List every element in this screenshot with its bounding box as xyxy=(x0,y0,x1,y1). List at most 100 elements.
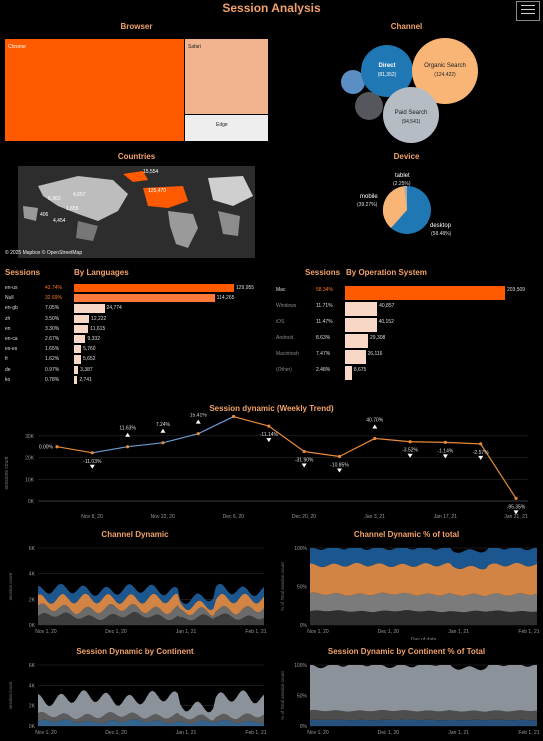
change-arrow xyxy=(125,432,131,437)
bar[interactable] xyxy=(74,375,78,384)
channel-pct-chart: 0% 50% 100% % of Total session count Nov 1, … xyxy=(280,546,540,640)
series-line-segment xyxy=(56,446,93,454)
x-tick-label: Jan 1, 21 xyxy=(448,730,469,736)
bar-category-label: Windows xyxy=(276,303,297,309)
bar-category-label: en-gb xyxy=(5,305,18,312)
bar[interactable] xyxy=(74,284,234,293)
channel-pct-title: Channel Dynamic % of total xyxy=(353,530,460,539)
y-tick-label: 0K xyxy=(29,623,36,629)
bar-value-label: 3,387 xyxy=(80,366,93,373)
area-series xyxy=(310,665,537,712)
y-tick-label: 4K xyxy=(29,683,36,689)
data-label: 15.41% xyxy=(190,413,208,419)
channel-dyn-title: Channel Dynamic xyxy=(101,530,169,539)
bar[interactable] xyxy=(74,345,82,354)
bar-value-label: 129,955 xyxy=(236,285,255,291)
series-line-segment xyxy=(268,425,305,452)
change-arrow xyxy=(478,455,484,460)
x-tick-label: Dec 1, 20 xyxy=(378,629,400,635)
device-pie: tablet (2.25%) mobile (39.27%) desktop (… xyxy=(357,173,452,237)
bar-category-label: en-ca xyxy=(5,336,18,342)
bar[interactable] xyxy=(345,366,352,380)
area-series xyxy=(38,712,264,724)
map-label: 1,655 xyxy=(66,206,79,212)
bar[interactable] xyxy=(345,350,366,364)
data-label: -11.14% xyxy=(260,432,279,438)
y-tick-label: 0% xyxy=(300,724,308,730)
bar[interactable] xyxy=(74,304,105,313)
bar[interactable] xyxy=(345,318,377,332)
x-tick-label: Dec 1, 20 xyxy=(105,730,127,736)
bubble-small-1 xyxy=(341,70,365,94)
bubble-label: Direct xyxy=(378,63,395,69)
series-line-segment xyxy=(127,442,163,448)
countries-title: Countries xyxy=(117,152,156,161)
data-label: -10.85% xyxy=(330,462,349,468)
x-tick-label: Jan 17, 21 xyxy=(434,514,458,520)
bar[interactable] xyxy=(74,294,215,303)
bar[interactable] xyxy=(74,355,81,364)
bar-pct-label: 2.67% xyxy=(45,336,60,342)
y-tick-label: 4K xyxy=(29,572,36,578)
bar-value-label: 9,332 xyxy=(87,336,100,342)
area-series xyxy=(310,592,537,613)
data-label: -1.14% xyxy=(437,448,453,454)
y-tick-label: 100% xyxy=(294,663,307,669)
map-label: 4,454 xyxy=(53,218,66,224)
y-tick-label: 100% xyxy=(294,546,307,552)
treemap-edge[interactable]: Edge xyxy=(185,115,268,141)
area-series xyxy=(310,610,537,625)
y-axis-label: session count xyxy=(8,681,13,709)
continent-dyn-title: Session Dynamic by Continent xyxy=(76,647,194,656)
bar[interactable] xyxy=(74,324,89,333)
countries-map[interactable]: 125,470 15,554 4,657 1,655 6,363 406 4,4… xyxy=(5,166,255,258)
bar-value-label: 114,265 xyxy=(216,295,235,302)
y-axis-label: % of Total session count xyxy=(280,671,285,720)
bar[interactable] xyxy=(345,334,369,348)
data-point xyxy=(514,496,518,500)
bar-value-label: 29,308 xyxy=(370,335,386,341)
pie-label: desktop xyxy=(430,223,452,229)
menu-icon[interactable] xyxy=(516,1,540,21)
series-line-segment xyxy=(339,437,376,458)
data-point xyxy=(408,440,412,444)
bar-pct-label: 2.48% xyxy=(316,367,331,373)
treemap-label: Edge xyxy=(216,122,228,128)
bar[interactable] xyxy=(74,314,90,323)
map-label: 406 xyxy=(40,212,49,218)
area-series xyxy=(310,709,537,721)
change-arrow xyxy=(513,510,519,515)
change-arrow xyxy=(407,453,413,458)
pie-pct: (58.48%) xyxy=(431,231,452,237)
treemap-safari[interactable]: Safari xyxy=(185,39,268,114)
bar[interactable] xyxy=(74,365,79,374)
browser-title: Browser xyxy=(120,22,153,31)
data-point xyxy=(337,454,342,459)
data-point xyxy=(443,440,447,444)
series-line-segment xyxy=(304,450,340,458)
bubble-label: Paid Search xyxy=(395,110,428,116)
area-series xyxy=(38,719,264,726)
x-tick-label: Dec 20, 20 xyxy=(292,514,316,520)
bar-value-label: 8,675 xyxy=(353,367,367,373)
channel-dynamic-chart: 0K 2K 4K 6K session count Nov 1, 20 Dec 1, 20 J… xyxy=(8,546,267,635)
treemap-chrome[interactable]: Chrome xyxy=(5,39,184,141)
bar-pct-label: 58.34% xyxy=(316,287,333,293)
treemap-label: Safari xyxy=(188,44,202,50)
bar-pct-label: 1.62% xyxy=(45,356,60,363)
data-point xyxy=(231,414,236,419)
series-line-segment xyxy=(92,446,128,454)
y-tick-label: 50% xyxy=(297,694,308,700)
y-tick-label: 2K xyxy=(29,597,36,603)
y-tick-label: 10K xyxy=(25,477,35,483)
bar[interactable] xyxy=(74,335,86,344)
weekly-trend-chart: 0K 10K 20K 30K sessions count 0.00% -11.03% 11.… xyxy=(4,413,528,520)
map-shapes xyxy=(23,171,253,248)
bar[interactable] xyxy=(345,302,378,316)
bar[interactable] xyxy=(345,286,505,300)
bubble-paid xyxy=(383,87,439,143)
x-tick-label: Nov 22, 20 xyxy=(151,514,175,520)
os-title-2: By Operation System xyxy=(346,268,427,277)
bar-category-label: Macintosh xyxy=(276,351,299,357)
data-point xyxy=(267,424,271,428)
